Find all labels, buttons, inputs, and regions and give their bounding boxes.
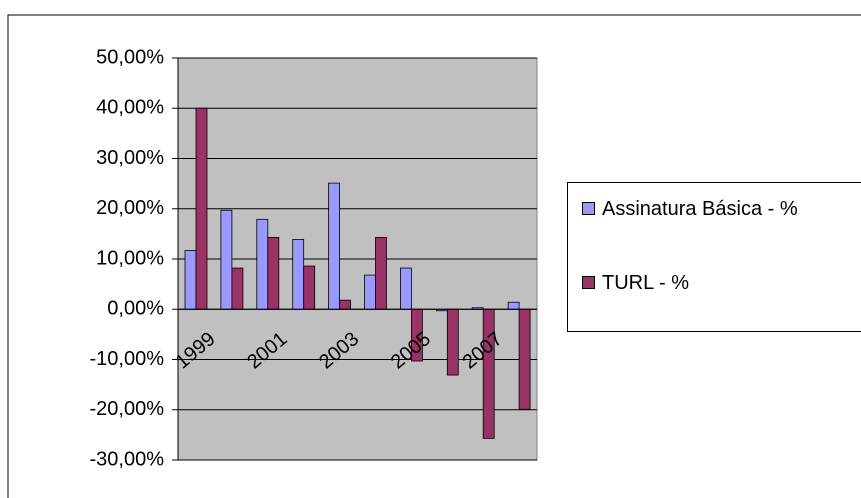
y-tick-label: -10,00% [90, 348, 165, 370]
bar [399, 267, 412, 310]
bar [303, 265, 316, 310]
bar [446, 308, 459, 376]
bar [195, 107, 208, 310]
bar [292, 239, 305, 310]
y-tick-label: 20,00% [96, 197, 164, 219]
bar [375, 236, 387, 310]
y-tick-label: 10,00% [96, 247, 164, 269]
bar [328, 182, 341, 310]
chart-frame [7, 14, 861, 498]
legend-entry: Assinatura Básica - % [582, 195, 861, 223]
y-tick-label: -20,00% [90, 398, 165, 420]
bar [256, 218, 269, 310]
y-tick-label: 30,00% [96, 147, 164, 169]
bar [518, 308, 531, 410]
bar [364, 274, 376, 310]
bar [231, 267, 244, 310]
legend-label: TURL - % [602, 272, 690, 294]
legend: Assinatura Básica - % TURL - % [567, 182, 861, 332]
legend-entry: TURL - % [582, 269, 861, 297]
y-tick-label: -30,00% [90, 448, 165, 470]
legend-swatch [582, 276, 595, 289]
bar [267, 236, 280, 310]
bar [184, 250, 197, 310]
bar [220, 209, 233, 310]
bar [507, 301, 520, 310]
bar [339, 299, 352, 310]
y-tick-label: 40,00% [96, 97, 164, 119]
legend-swatch [582, 202, 595, 215]
legend-label: Assinatura Básica - % [602, 198, 798, 220]
y-tick-label: 0,00% [107, 298, 164, 320]
y-tick-label: 50,00% [96, 46, 164, 68]
